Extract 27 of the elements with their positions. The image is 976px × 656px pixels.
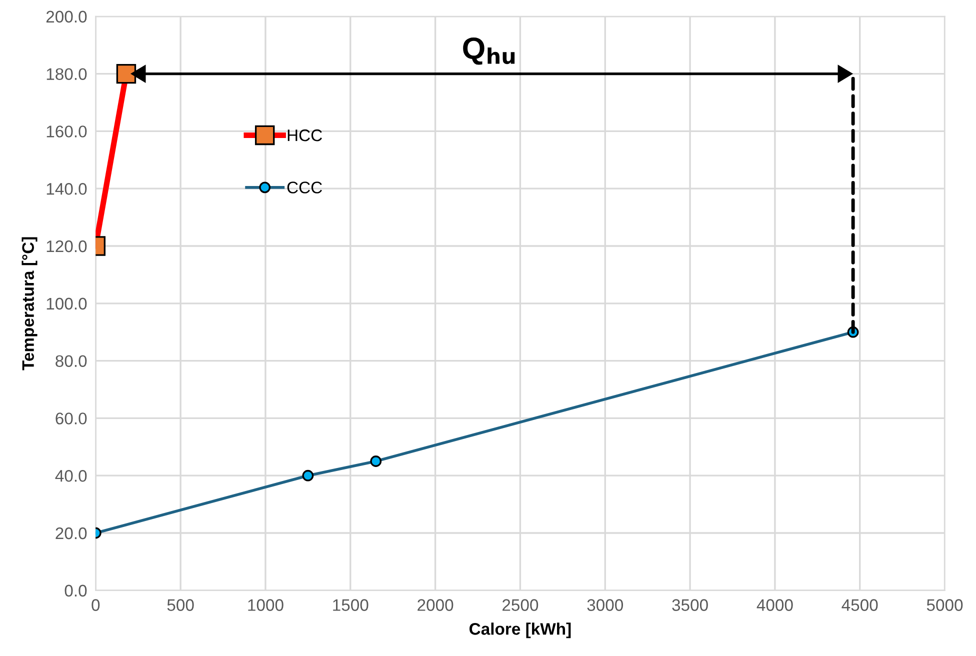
y-axis-title: Temperatura [°C] <box>22 237 38 370</box>
y-tick-label: 120.0 <box>46 240 87 252</box>
x-tick-label: 0 <box>92 599 100 611</box>
x-tick-label: 3000 <box>587 599 624 611</box>
y-tick-label: 160.0 <box>46 126 87 138</box>
annotation: Q$_{hu}$ <box>463 37 515 65</box>
x-axis-title: Calore [kWh] <box>470 622 571 638</box>
y-tick-label: 80.0 <box>56 355 87 368</box>
x-tick-label: 4000 <box>756 599 793 611</box>
y-tick-label: 0.0 <box>64 584 87 597</box>
legend-label: HCC <box>288 129 322 142</box>
x-tick-label: 1000 <box>248 599 284 611</box>
y-tick-label: 40.0 <box>55 470 87 482</box>
x-tick-label: 4500 <box>842 599 878 611</box>
y-tick-label: 100.0 <box>46 298 87 310</box>
legend-label: CCC <box>287 182 322 194</box>
x-tick-label: 1500 <box>333 599 368 611</box>
x-tick-label: 3500 <box>672 599 708 611</box>
y-tick-label: 180.0 <box>46 68 87 80</box>
y-tick-label: 140.0 <box>46 183 87 195</box>
x-tick-label: 500 <box>167 599 194 611</box>
y-tick-label: 20.0 <box>56 527 87 540</box>
y-tick-label: 200.0 <box>46 10 87 23</box>
x-tick-label: 2000 <box>418 599 454 611</box>
x-tick-label: 2500 <box>502 599 538 611</box>
x-tick-label: 5000 <box>926 599 963 611</box>
y-tick-label: 60.0 <box>56 412 87 424</box>
